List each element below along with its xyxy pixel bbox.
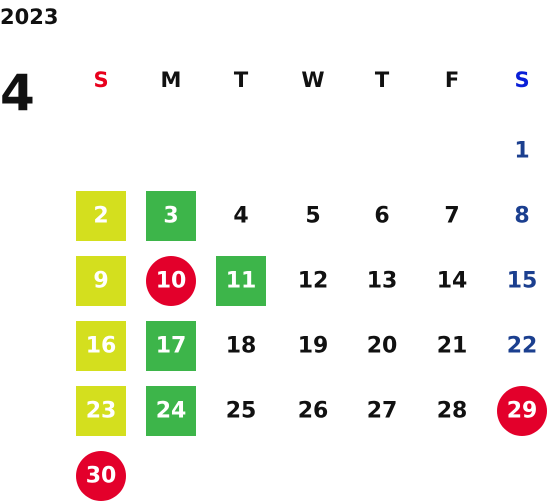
year: 2023 — [0, 5, 58, 29]
day-number: 25 — [226, 399, 257, 424]
day-number: 5 — [305, 204, 320, 229]
day-number: 23 — [86, 399, 117, 424]
day-number: 24 — [156, 399, 187, 424]
day-number: 30 — [86, 464, 117, 489]
day-highlight — [216, 256, 266, 306]
day-number: 20 — [367, 334, 398, 359]
day-number: 12 — [298, 269, 329, 294]
month: 4 — [0, 64, 35, 122]
day-highlight — [497, 386, 547, 436]
day-number: 28 — [437, 399, 468, 424]
day-number: 18 — [226, 334, 257, 359]
day-number: 1 — [514, 139, 529, 164]
day-number: 11 — [226, 269, 257, 294]
day-highlight — [76, 321, 126, 371]
day-highlight — [76, 451, 126, 501]
day-number: 8 — [514, 204, 529, 229]
weekday-label: S — [514, 68, 529, 92]
weekday-label: M — [161, 68, 182, 92]
day-number: 17 — [156, 334, 187, 359]
day-highlight — [146, 256, 196, 306]
weekday-label: T — [234, 68, 249, 92]
weekday-label: S — [93, 68, 108, 92]
day-highlight — [76, 191, 126, 241]
day-number: 10 — [156, 269, 187, 294]
day-number: 16 — [86, 334, 117, 359]
day-number: 9 — [93, 269, 108, 294]
day-highlight — [146, 386, 196, 436]
day-number: 3 — [163, 204, 178, 229]
day-number: 22 — [507, 334, 538, 359]
day-number: 13 — [367, 269, 398, 294]
day-number: 2 — [93, 204, 108, 229]
day-number: 21 — [437, 334, 468, 359]
day-number: 6 — [374, 204, 389, 229]
day-highlight — [76, 256, 126, 306]
day-number: 4 — [233, 204, 248, 229]
day-number: 27 — [367, 399, 398, 424]
day-highlight — [146, 321, 196, 371]
weekday-label: W — [301, 68, 324, 92]
day-number: 29 — [507, 399, 538, 424]
day-number: 7 — [444, 204, 459, 229]
weekday-label: T — [375, 68, 390, 92]
day-number: 26 — [298, 399, 329, 424]
day-highlight — [76, 386, 126, 436]
weekday-label: F — [445, 68, 459, 92]
day-number: 19 — [298, 334, 329, 359]
day-number: 15 — [507, 269, 538, 294]
day-highlight — [146, 191, 196, 241]
day-number: 14 — [437, 269, 468, 294]
